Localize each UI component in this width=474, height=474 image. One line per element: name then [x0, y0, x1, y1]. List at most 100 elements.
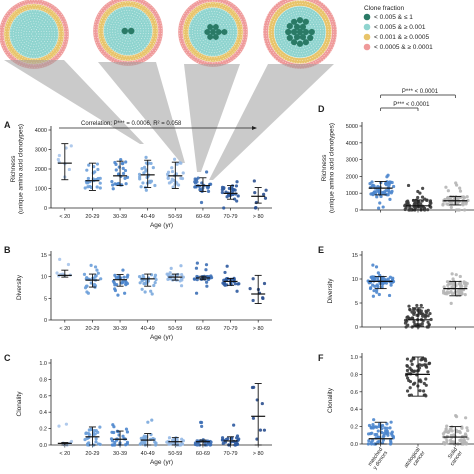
data-point — [85, 275, 89, 280]
data-point — [450, 429, 454, 433]
y-tick-label: 0.8 — [39, 377, 47, 383]
y-tick-label: 0.8 — [350, 372, 358, 378]
data-point — [144, 161, 148, 165]
y-axis-label: Diversity — [16, 274, 23, 300]
data-point — [180, 437, 184, 441]
data-point — [422, 389, 426, 393]
data-point — [392, 184, 396, 189]
data-point — [458, 281, 462, 286]
x-tick-label: 70-79 — [224, 326, 238, 332]
data-point — [370, 192, 374, 196]
data-point — [123, 291, 127, 295]
panel-A: A 0 1000 2000 3000 4000 Richness (unique amino … — [4, 120, 272, 229]
data-point — [92, 282, 97, 287]
y-tick-label: 0 — [44, 318, 47, 324]
data-point — [233, 197, 237, 201]
data-point — [378, 192, 382, 197]
data-point — [112, 281, 116, 285]
data-point — [376, 429, 380, 433]
data-point — [424, 394, 428, 398]
data-point — [463, 293, 467, 297]
data-point — [426, 320, 430, 324]
y-tick-label: 1000 — [346, 191, 358, 197]
connector-wedge — [209, 64, 334, 180]
data-point — [195, 278, 199, 282]
y-tick-label: 0.0 — [39, 443, 47, 449]
data-point — [377, 292, 381, 297]
data-point — [94, 437, 98, 441]
data-point — [368, 286, 373, 291]
data-point — [424, 365, 429, 369]
x-tick-label: 20-29 — [85, 214, 99, 220]
data-point — [194, 291, 199, 295]
data-point — [194, 266, 199, 270]
data-point — [167, 436, 172, 440]
data-point — [235, 289, 239, 293]
y-tick-label: 3000 — [346, 158, 358, 164]
x-tick-label: 70-79 — [224, 214, 238, 220]
legend-label: < 0.005 & ≥ 0.001 — [374, 24, 426, 31]
data-point — [111, 183, 115, 187]
data-point — [263, 196, 268, 200]
x-tick-label: < 20 — [59, 451, 70, 457]
data-point — [170, 166, 174, 170]
data-point — [409, 368, 413, 372]
data-point — [449, 205, 453, 209]
data-point — [454, 415, 459, 419]
x-axis-label: Age (yr) — [150, 459, 173, 466]
data-point — [121, 268, 125, 272]
data-point — [371, 183, 375, 187]
data-point — [199, 200, 204, 205]
data-point — [424, 383, 428, 387]
data-point — [465, 281, 469, 286]
data-point — [387, 183, 391, 187]
data-point — [370, 275, 374, 279]
data-point — [406, 183, 411, 188]
data-point — [417, 308, 422, 312]
data-point — [93, 265, 98, 269]
data-point — [125, 442, 129, 446]
data-point — [193, 180, 197, 184]
data-point — [148, 179, 152, 183]
x-tick-label: 60-69 — [196, 326, 210, 332]
data-point — [374, 265, 379, 269]
data-point — [165, 440, 169, 444]
y-tick-label: 0.0 — [350, 442, 358, 448]
data-point — [405, 368, 410, 373]
data-point — [57, 153, 61, 158]
data-point — [415, 303, 419, 308]
data-point — [261, 296, 265, 301]
panel-letter: D — [318, 104, 325, 114]
data-point — [429, 317, 433, 322]
data-point — [124, 160, 128, 164]
data-point — [424, 377, 428, 381]
data-point — [378, 201, 382, 205]
data-point — [260, 401, 264, 406]
data-point — [454, 284, 458, 288]
data-point — [124, 182, 128, 186]
panel-E: E 0 5 10 15 Diversity — [318, 245, 474, 331]
data-point — [466, 437, 470, 441]
data-point — [424, 359, 428, 363]
x-tick-label: 60-69 — [196, 214, 210, 220]
data-point — [444, 185, 448, 189]
data-point — [82, 272, 87, 276]
x-axis-label: Age (yr) — [150, 334, 173, 341]
data-point — [119, 158, 123, 162]
data-point — [143, 282, 147, 286]
data-point — [367, 423, 372, 428]
data-point — [139, 185, 143, 189]
data-point — [459, 289, 463, 293]
data-point — [96, 176, 100, 181]
data-point — [57, 424, 61, 428]
data-point — [220, 188, 224, 192]
data-point — [205, 170, 209, 174]
data-point — [226, 437, 230, 441]
data-point — [262, 192, 266, 197]
data-point — [423, 197, 427, 201]
data-point — [455, 183, 459, 187]
x-tick-label: 30-39 — [113, 326, 127, 332]
clone-circle-4 — [262, 0, 338, 70]
data-point — [376, 271, 380, 275]
data-point — [122, 275, 126, 279]
